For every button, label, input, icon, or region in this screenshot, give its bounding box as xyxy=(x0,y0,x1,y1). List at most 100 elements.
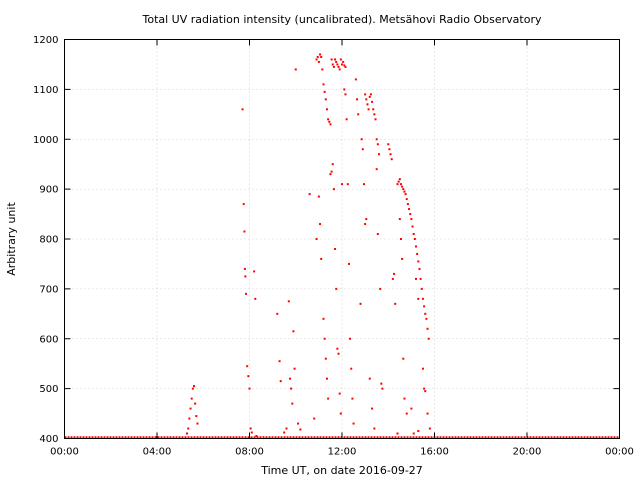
data-point xyxy=(426,412,429,415)
data-point xyxy=(418,267,421,270)
data-point xyxy=(403,397,406,400)
data-point xyxy=(335,60,338,63)
data-point xyxy=(336,347,339,350)
data-point xyxy=(290,387,293,390)
data-point xyxy=(338,68,341,71)
plot-frame xyxy=(64,39,620,439)
data-point xyxy=(357,113,360,116)
data-point xyxy=(375,138,378,141)
data-point xyxy=(189,407,192,410)
data-point xyxy=(337,352,340,355)
data-point xyxy=(393,272,396,275)
data-point xyxy=(337,65,340,68)
data-point xyxy=(245,292,248,295)
data-point xyxy=(347,262,350,265)
data-point xyxy=(243,267,246,270)
data-point xyxy=(331,163,334,166)
data-point xyxy=(376,233,379,236)
data-point xyxy=(394,302,397,305)
data-point xyxy=(249,427,252,430)
data-point xyxy=(248,387,251,390)
data-point xyxy=(254,297,257,300)
data-point xyxy=(362,183,365,186)
x-tick-label: 08:00 xyxy=(235,447,264,458)
data-point xyxy=(359,302,362,305)
data-point xyxy=(390,158,393,161)
data-point xyxy=(371,407,374,410)
y-axis-label: Arbitrary unit xyxy=(5,202,18,276)
data-point xyxy=(350,367,353,370)
y-tick-label: 700 xyxy=(39,284,58,295)
data-point xyxy=(410,407,413,410)
data-point xyxy=(412,233,415,236)
data-point xyxy=(423,387,426,390)
data-point xyxy=(380,382,383,385)
data-point xyxy=(352,422,355,425)
data-point xyxy=(401,185,404,188)
data-point xyxy=(388,148,391,151)
data-point xyxy=(243,230,246,233)
data-point xyxy=(327,118,330,121)
data-point xyxy=(420,287,423,290)
data-point xyxy=(360,138,363,141)
data-point xyxy=(421,367,424,370)
data-point xyxy=(186,432,189,435)
data-point xyxy=(317,60,320,63)
data-point xyxy=(194,402,197,405)
data-point xyxy=(294,68,297,71)
data-point xyxy=(320,55,323,58)
data-point xyxy=(425,317,428,320)
data-point xyxy=(417,260,420,263)
data-point xyxy=(291,402,294,405)
data-point xyxy=(287,300,290,303)
data-point xyxy=(325,377,328,380)
data-point xyxy=(342,60,345,63)
data-point xyxy=(339,58,342,61)
y-axis-ticks: 400 500 600 700 800 900 1000 1100 1200 xyxy=(33,35,620,445)
data-point xyxy=(417,430,420,433)
data-point xyxy=(322,317,325,320)
data-point xyxy=(187,427,190,430)
data-point xyxy=(246,365,249,368)
data-point xyxy=(329,173,332,176)
data-point xyxy=(415,245,417,248)
x-tick-label: 00:00 xyxy=(605,447,634,458)
x-tick-label: 12:00 xyxy=(328,447,357,458)
data-point xyxy=(408,208,411,211)
data-point xyxy=(372,108,375,111)
data-point xyxy=(278,360,281,363)
data-point xyxy=(416,252,419,255)
data-point xyxy=(391,277,394,280)
x-tick-label: 20:00 xyxy=(513,447,542,458)
data-point xyxy=(195,415,198,418)
data-point xyxy=(279,380,282,383)
data-point xyxy=(334,247,337,250)
data-point xyxy=(421,297,424,300)
data-point xyxy=(381,387,384,390)
data-point xyxy=(398,178,401,181)
y-tick-label: 600 xyxy=(39,334,58,345)
data-point xyxy=(244,275,247,278)
data-point xyxy=(387,143,390,146)
data-point xyxy=(321,68,324,71)
data-point xyxy=(376,143,379,146)
data-point xyxy=(369,93,372,96)
data-point xyxy=(356,98,359,101)
data-point xyxy=(316,55,319,58)
data-point xyxy=(406,203,409,206)
data-point xyxy=(324,98,327,101)
data-point xyxy=(345,118,348,121)
data-point xyxy=(241,108,244,111)
data-point xyxy=(346,183,349,186)
data-point xyxy=(336,63,339,66)
data-point xyxy=(413,238,416,240)
y-tick-label: 900 xyxy=(39,185,58,196)
data-point xyxy=(344,65,347,68)
data-point xyxy=(417,297,420,300)
data-point xyxy=(378,153,380,156)
data-point xyxy=(331,63,334,66)
x-tick-label: 04:00 xyxy=(143,447,172,458)
y-tick-label: 1100 xyxy=(33,85,58,96)
data-point xyxy=(323,90,326,93)
